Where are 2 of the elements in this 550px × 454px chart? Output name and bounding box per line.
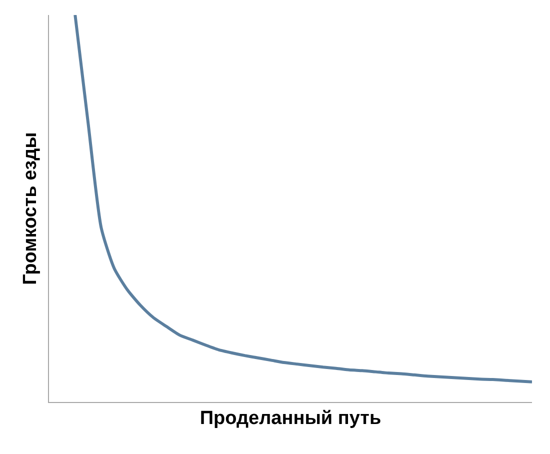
- y-axis-title: Громкость езды: [20, 132, 41, 285]
- x-axis-title: Проделанный путь: [200, 408, 382, 429]
